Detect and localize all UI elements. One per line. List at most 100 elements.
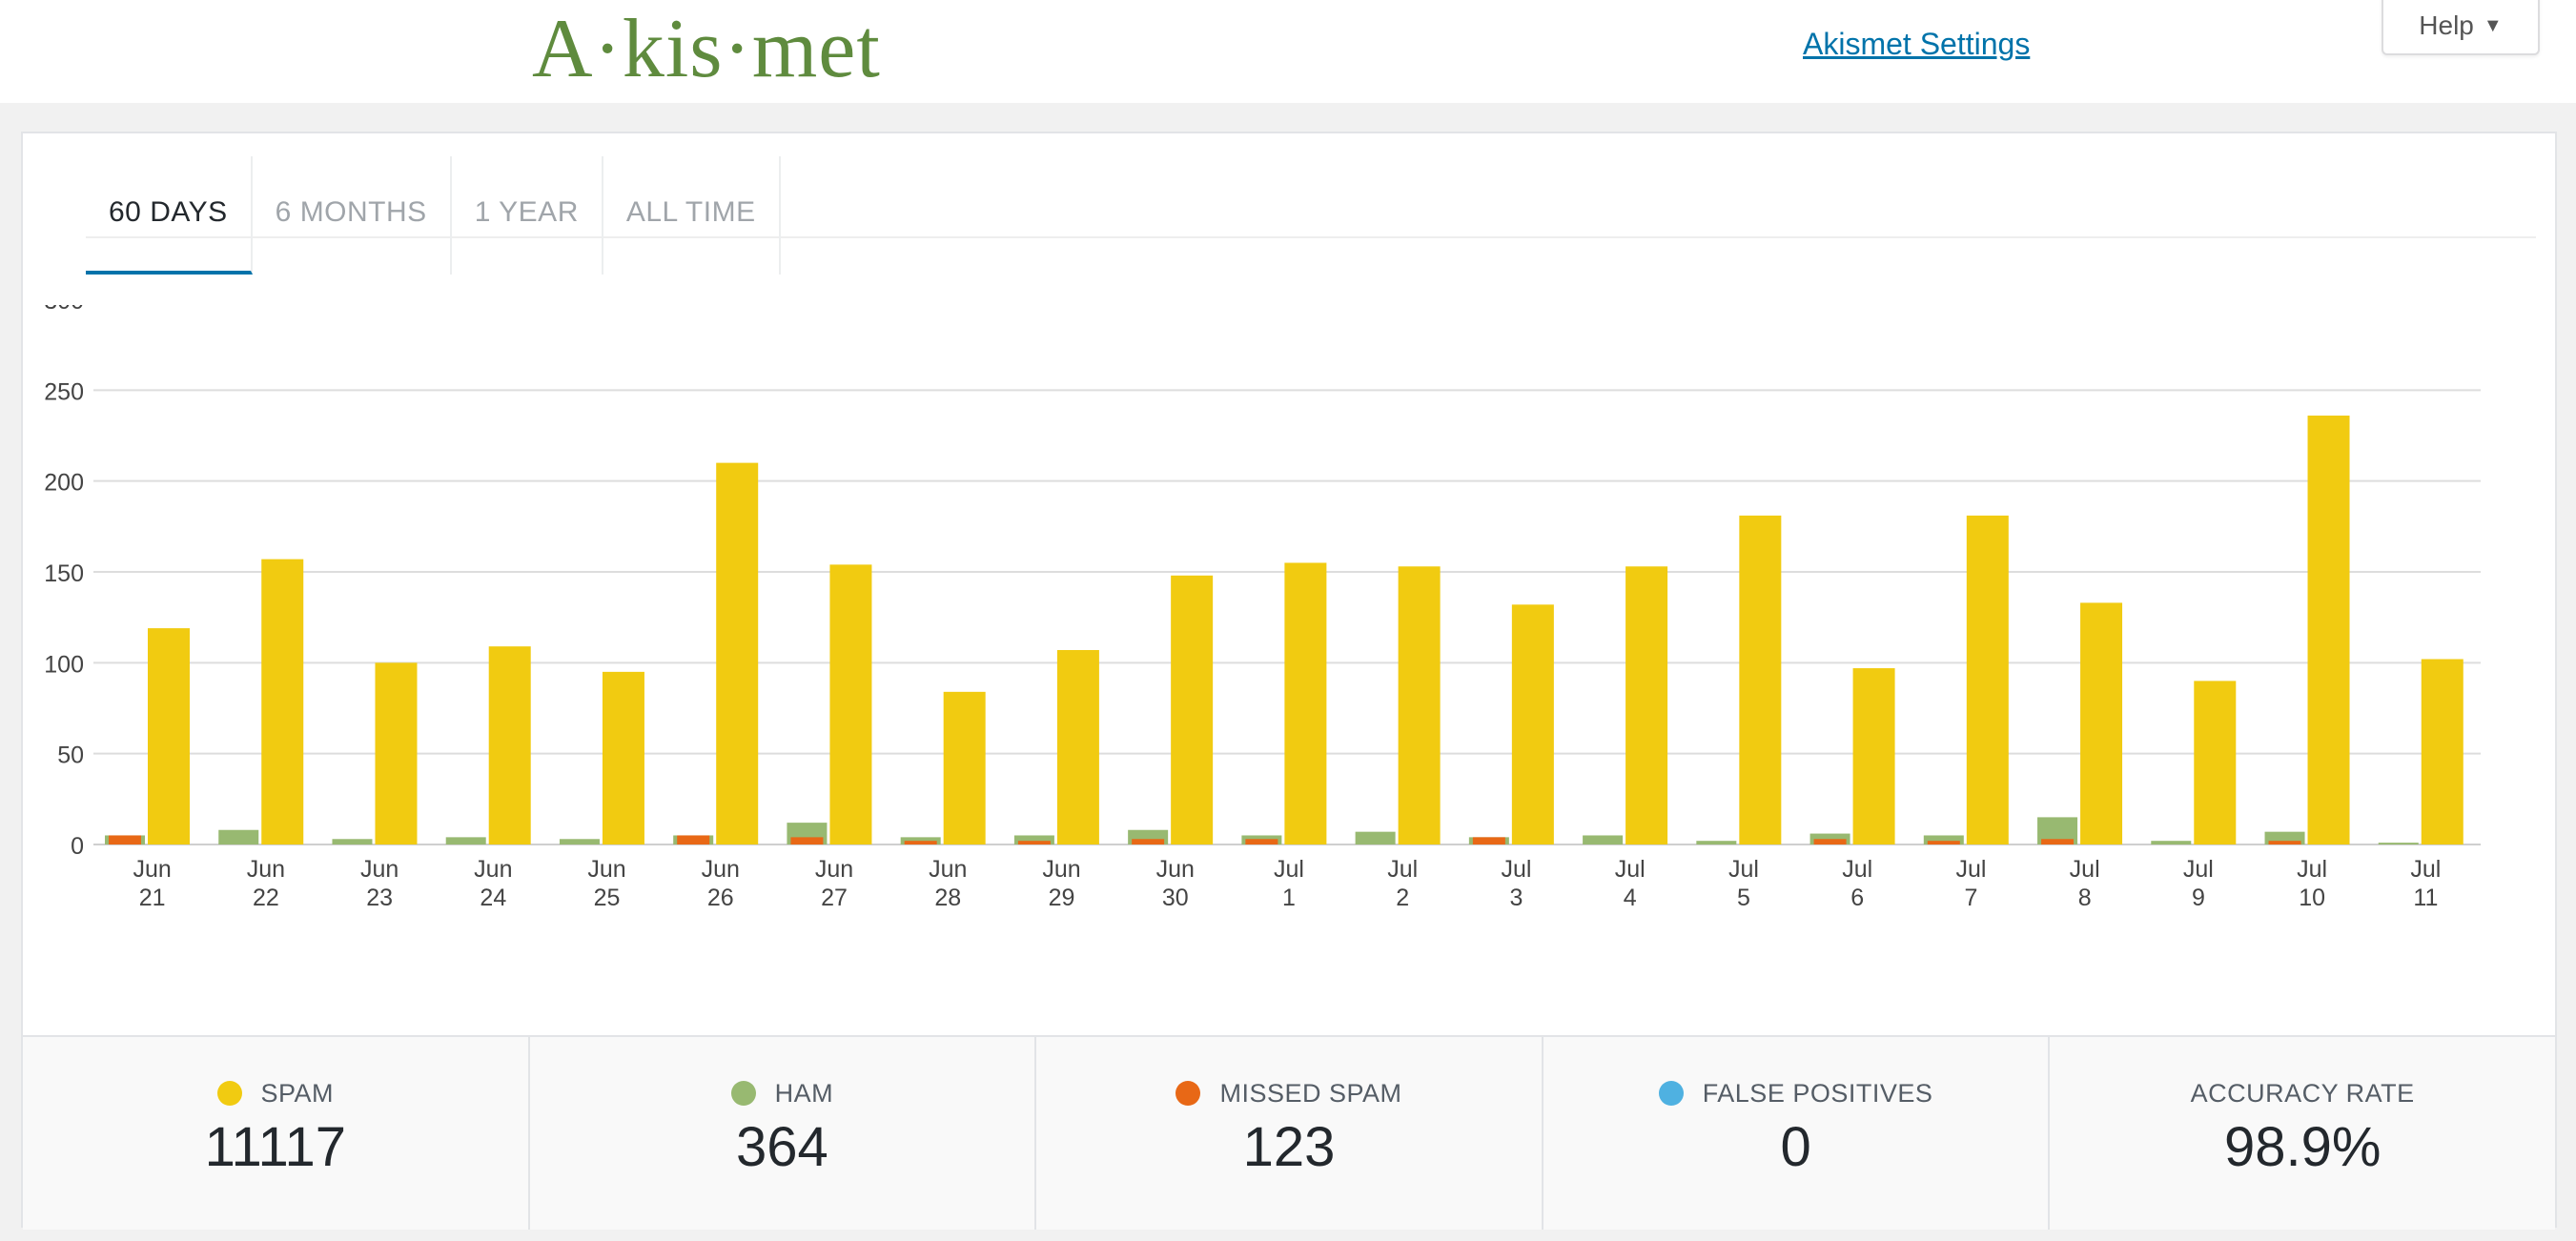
missed-spam-bar xyxy=(790,837,824,844)
ham-bar xyxy=(2151,841,2192,844)
x-tick-label: Jul xyxy=(2070,856,2100,883)
x-tick-label: 21 xyxy=(139,885,166,911)
x-tick-label: Jul xyxy=(1501,856,1531,883)
spam-dot-icon xyxy=(216,1081,242,1106)
stat-label: ACCURACY RATE xyxy=(2190,1078,2415,1108)
x-tick-label: Jun xyxy=(702,856,740,883)
x-tick-label: Jul xyxy=(1955,856,1986,883)
help-button[interactable]: Help ▼ xyxy=(2382,0,2540,55)
x-tick-label: 11 xyxy=(2413,885,2438,911)
x-tick-label: 3 xyxy=(1510,885,1523,911)
top-bar: A·kis·met Akismet Settings Help ▼ xyxy=(0,0,2576,103)
ham-dot-icon xyxy=(730,1081,756,1106)
x-tick-label: 25 xyxy=(594,885,621,911)
y-tick-label: 200 xyxy=(44,470,84,497)
y-tick-label: 50 xyxy=(57,743,84,769)
ham-bar xyxy=(445,837,486,844)
x-tick-label: 29 xyxy=(1049,885,1075,911)
spam-bar xyxy=(488,646,531,844)
stats-card: 60 DAYS 6 MONTHS 1 YEAR ALL TIME 0 50 100 1… xyxy=(21,132,2557,1230)
spam-bar xyxy=(2421,659,2464,844)
ham-bar xyxy=(1355,831,1396,844)
spam-bar xyxy=(716,462,759,844)
x-tick-label: Jul xyxy=(2183,856,2214,883)
spam-bar xyxy=(1056,649,1099,844)
spam-bar xyxy=(1625,566,1668,844)
x-tick-label: Jul xyxy=(1615,856,1646,883)
ham-bar xyxy=(1923,835,1964,844)
help-label: Help xyxy=(2419,10,2474,40)
x-tick-label: 24 xyxy=(480,885,506,911)
stat-label: MISSED SPAM xyxy=(1219,1078,1402,1108)
missed-spam-bar xyxy=(109,835,141,844)
y-tick-label: 150 xyxy=(44,560,84,587)
spam-bar xyxy=(2194,681,2237,844)
x-tick-label: Jun xyxy=(929,856,967,883)
x-tick-label: Jun xyxy=(360,856,399,883)
x-tick-label: 7 xyxy=(1964,885,1977,911)
x-tick-label: 30 xyxy=(1162,885,1189,911)
stat-false-positives: FALSE POSITIVES 0 xyxy=(1544,1037,2051,1230)
spam-bar xyxy=(1739,515,1782,844)
ham-bar xyxy=(1583,835,1624,844)
x-tick-label: Jul xyxy=(1842,856,1872,883)
x-tick-label: 1 xyxy=(1282,885,1296,911)
spam-bar xyxy=(829,564,872,844)
stat-accuracy-rate: ACCURACY RATE 98.9% xyxy=(2050,1037,2555,1230)
missed-spam-bar xyxy=(1245,839,1278,844)
tab-60-days[interactable]: 60 DAYS xyxy=(86,156,253,275)
y-tick-label: 100 xyxy=(44,651,84,678)
stat-value: 364 xyxy=(736,1116,828,1178)
missed-spam-bar xyxy=(677,835,710,844)
y-tick-label: 0 xyxy=(71,833,84,860)
false-positives-dot-icon xyxy=(1658,1081,1684,1106)
period-tabs: 60 DAYS 6 MONTHS 1 YEAR ALL TIME xyxy=(86,156,781,275)
spam-bar xyxy=(148,628,190,844)
x-tick-label: Jun xyxy=(1042,856,1080,883)
x-tick-label: 28 xyxy=(934,885,961,911)
y-tick-label: 300 xyxy=(44,305,84,315)
x-tick-label: Jun xyxy=(1156,856,1195,883)
x-tick-label: 2 xyxy=(1396,885,1409,911)
x-tick-label: Jun xyxy=(587,856,625,883)
y-tick-label: 250 xyxy=(44,378,84,405)
stat-value: 11117 xyxy=(204,1116,346,1178)
akismet-settings-link[interactable]: Akismet Settings xyxy=(1803,27,2031,61)
x-tick-label: 4 xyxy=(1624,885,1637,911)
missed-spam-bar xyxy=(2041,839,2075,844)
missed-spam-dot-icon xyxy=(1176,1081,1201,1106)
spam-bar xyxy=(375,662,418,844)
missed-spam-bar xyxy=(1017,841,1051,844)
spam-bar xyxy=(602,671,644,844)
tab-1-year[interactable]: 1 YEAR xyxy=(452,156,603,275)
spam-bar xyxy=(1511,604,1554,844)
x-tick-label: 10 xyxy=(2299,885,2325,911)
ham-bar xyxy=(332,839,373,844)
x-tick-label: 5 xyxy=(1737,885,1750,911)
tab-6-months[interactable]: 6 MONTHS xyxy=(253,156,452,275)
x-tick-label: Jun xyxy=(815,856,853,883)
missed-spam-bar xyxy=(904,841,937,844)
x-tick-label: Jun xyxy=(474,856,512,883)
stat-value: 0 xyxy=(1780,1116,1811,1178)
spam-bar xyxy=(2307,416,2350,844)
akismet-logo: A·kis·met xyxy=(532,3,881,95)
ham-bar xyxy=(559,839,600,844)
tab-all-time[interactable]: ALL TIME xyxy=(603,156,781,275)
missed-spam-bar xyxy=(1472,837,1505,844)
stat-spam: SPAM 11117 xyxy=(23,1037,530,1230)
missed-spam-bar xyxy=(1132,839,1165,844)
stat-value: 98.9% xyxy=(2223,1116,2382,1178)
stat-missed-spam: MISSED SPAM 123 xyxy=(1036,1037,1544,1230)
x-tick-label: Jul xyxy=(2297,856,2327,883)
spam-bar xyxy=(261,559,304,844)
spam-chart: 050100150200250300Jun21Jun22Jun23Jun24Ju… xyxy=(44,305,2481,911)
x-tick-label: 23 xyxy=(366,885,393,911)
x-tick-label: Jul xyxy=(1274,856,1304,883)
x-tick-label: 26 xyxy=(707,885,734,911)
x-tick-label: 9 xyxy=(2192,885,2205,911)
missed-spam-bar xyxy=(1813,839,1847,844)
x-tick-label: Jul xyxy=(1387,856,1418,883)
stats-summary: SPAM 11117 HAM 364 MISSED SPAM 123 FALSE… xyxy=(23,1035,2555,1230)
x-tick-label: 22 xyxy=(253,885,279,911)
